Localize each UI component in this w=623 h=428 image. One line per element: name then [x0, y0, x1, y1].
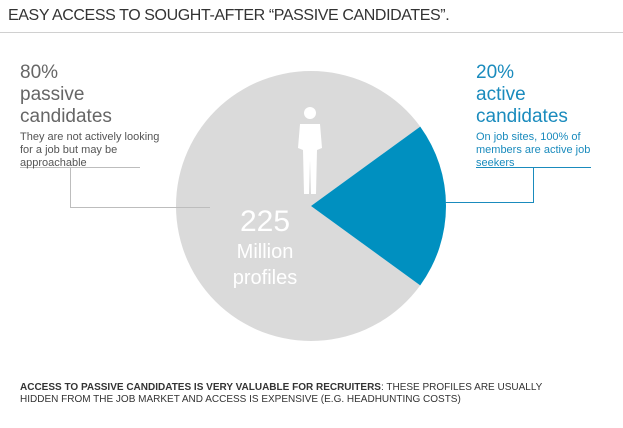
- callout-passive: 80% passive candidates They are not acti…: [20, 62, 180, 170]
- center-line1: Million: [236, 241, 294, 263]
- callout-line-active-horizontal: [445, 202, 534, 203]
- active-label-line1: active: [476, 84, 526, 105]
- callout-line-active-vertical: [533, 167, 534, 202]
- callout-line-passive-vertical: [70, 167, 71, 207]
- callout-line-passive-horizontal: [70, 207, 210, 208]
- passive-percent: 80%: [20, 62, 59, 83]
- pie-slice-active: [311, 126, 447, 286]
- passive-label-line2: candidates: [20, 106, 112, 127]
- footer-bold: ACCESS TO PASSIVE CANDIDATES IS VERY VAL…: [20, 382, 381, 393]
- passive-label-line1: passive: [20, 84, 85, 105]
- person-silhouette-icon: [298, 107, 322, 194]
- center-number: 225: [239, 205, 291, 238]
- pie-slice-passive: [176, 70, 421, 341]
- footer-note: ACCESS TO PASSIVE CANDIDATES IS VERY VAL…: [20, 382, 580, 406]
- passive-description: They are not actively looking for a job …: [20, 131, 160, 169]
- callout-line-passive-top: [20, 167, 140, 168]
- center-line2: profiles: [232, 267, 298, 289]
- active-label-line2: candidates: [476, 106, 568, 127]
- title-divider: [0, 32, 623, 33]
- center-label: 225 Million profiles: [222, 205, 308, 291]
- page-title: EASY ACCESS TO SOUGHT-AFTER “PASSIVE CAN…: [8, 7, 450, 24]
- footer-rest: : THESE PROFILES ARE USUALLY HIDDEN FROM…: [20, 382, 543, 405]
- active-description: On job sites, 100% of members are active…: [476, 131, 591, 169]
- callout-active: 20% active candidates On job sites, 100%…: [476, 62, 616, 170]
- active-percent: 20%: [476, 62, 515, 83]
